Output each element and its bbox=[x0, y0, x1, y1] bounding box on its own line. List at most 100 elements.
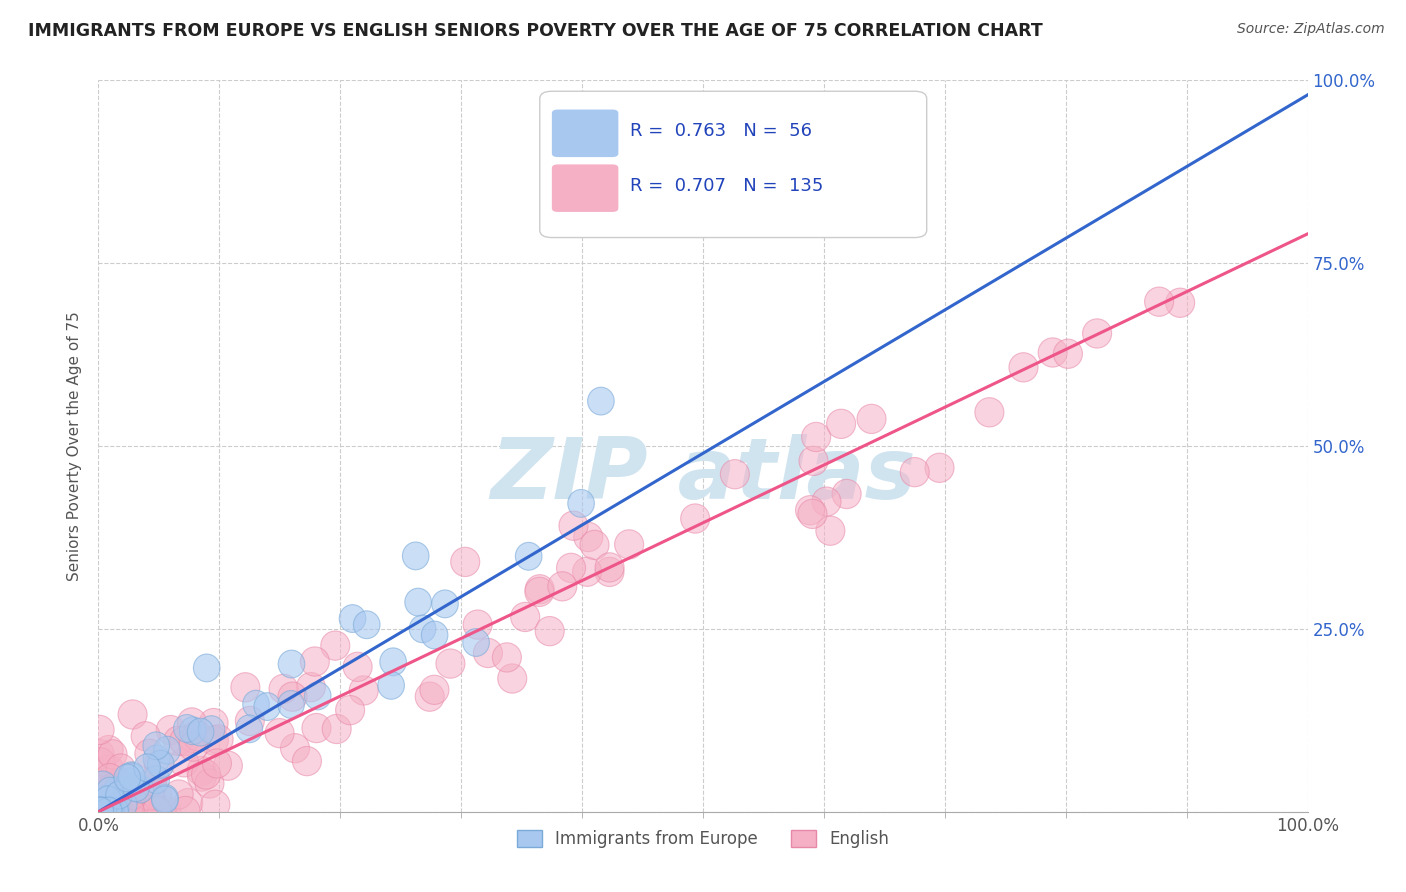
Ellipse shape bbox=[974, 398, 1004, 427]
Ellipse shape bbox=[463, 610, 492, 640]
Ellipse shape bbox=[127, 781, 155, 811]
Ellipse shape bbox=[827, 409, 856, 439]
Ellipse shape bbox=[94, 736, 124, 764]
Ellipse shape bbox=[339, 605, 366, 632]
Ellipse shape bbox=[436, 649, 465, 678]
Ellipse shape bbox=[269, 674, 298, 704]
Text: R =  0.763   N =  56: R = 0.763 N = 56 bbox=[630, 122, 813, 140]
Ellipse shape bbox=[174, 789, 202, 818]
Ellipse shape bbox=[1010, 352, 1038, 382]
Ellipse shape bbox=[127, 775, 153, 803]
Ellipse shape bbox=[801, 423, 831, 451]
Ellipse shape bbox=[301, 647, 329, 676]
Ellipse shape bbox=[86, 747, 115, 777]
Ellipse shape bbox=[87, 797, 114, 825]
Ellipse shape bbox=[595, 558, 624, 587]
Ellipse shape bbox=[204, 725, 233, 754]
FancyBboxPatch shape bbox=[540, 91, 927, 237]
Ellipse shape bbox=[86, 776, 114, 805]
Ellipse shape bbox=[86, 793, 114, 822]
Ellipse shape bbox=[115, 797, 145, 826]
Ellipse shape bbox=[1053, 339, 1083, 368]
Ellipse shape bbox=[179, 732, 208, 761]
Ellipse shape bbox=[100, 780, 128, 809]
Ellipse shape bbox=[114, 764, 141, 792]
Ellipse shape bbox=[177, 708, 207, 737]
Ellipse shape bbox=[163, 726, 193, 756]
Ellipse shape bbox=[574, 523, 603, 551]
Ellipse shape bbox=[93, 797, 122, 826]
Ellipse shape bbox=[93, 785, 120, 813]
Ellipse shape bbox=[98, 739, 127, 769]
Ellipse shape bbox=[98, 797, 125, 825]
Ellipse shape bbox=[422, 621, 449, 648]
Ellipse shape bbox=[187, 718, 214, 746]
Ellipse shape bbox=[118, 700, 148, 729]
Ellipse shape bbox=[134, 754, 160, 781]
Ellipse shape bbox=[548, 572, 576, 601]
Ellipse shape bbox=[614, 530, 644, 559]
Ellipse shape bbox=[278, 682, 307, 711]
Ellipse shape bbox=[254, 693, 281, 721]
Ellipse shape bbox=[572, 558, 602, 586]
Ellipse shape bbox=[86, 715, 114, 745]
Ellipse shape bbox=[720, 459, 749, 489]
Ellipse shape bbox=[266, 719, 294, 747]
Ellipse shape bbox=[191, 760, 221, 789]
Ellipse shape bbox=[560, 511, 588, 541]
Ellipse shape bbox=[402, 542, 429, 570]
Ellipse shape bbox=[202, 748, 232, 778]
Ellipse shape bbox=[832, 479, 860, 508]
Ellipse shape bbox=[409, 615, 436, 643]
Ellipse shape bbox=[415, 682, 444, 711]
Ellipse shape bbox=[349, 676, 378, 705]
Ellipse shape bbox=[796, 496, 824, 524]
Ellipse shape bbox=[536, 616, 564, 646]
Ellipse shape bbox=[353, 611, 380, 639]
Ellipse shape bbox=[474, 639, 502, 667]
Ellipse shape bbox=[165, 780, 193, 809]
Ellipse shape bbox=[900, 458, 929, 487]
Ellipse shape bbox=[118, 763, 145, 791]
Ellipse shape bbox=[94, 797, 124, 826]
Ellipse shape bbox=[153, 736, 180, 764]
Ellipse shape bbox=[131, 722, 160, 751]
Ellipse shape bbox=[118, 762, 145, 789]
Ellipse shape bbox=[143, 731, 170, 760]
Ellipse shape bbox=[87, 771, 117, 800]
Ellipse shape bbox=[858, 404, 886, 434]
Ellipse shape bbox=[115, 797, 145, 826]
Ellipse shape bbox=[105, 781, 132, 809]
Ellipse shape bbox=[815, 516, 845, 545]
Ellipse shape bbox=[148, 797, 176, 826]
Ellipse shape bbox=[97, 774, 127, 804]
Ellipse shape bbox=[100, 787, 128, 816]
Ellipse shape bbox=[281, 733, 309, 763]
Ellipse shape bbox=[198, 715, 225, 744]
Ellipse shape bbox=[86, 797, 114, 826]
Ellipse shape bbox=[103, 797, 132, 826]
Ellipse shape bbox=[117, 780, 146, 810]
Ellipse shape bbox=[201, 790, 229, 820]
Ellipse shape bbox=[278, 650, 305, 678]
Ellipse shape bbox=[336, 696, 364, 725]
Ellipse shape bbox=[588, 387, 614, 415]
Ellipse shape bbox=[148, 750, 174, 778]
Ellipse shape bbox=[170, 726, 198, 756]
Ellipse shape bbox=[297, 673, 325, 702]
Ellipse shape bbox=[463, 629, 489, 657]
Ellipse shape bbox=[103, 795, 129, 822]
Ellipse shape bbox=[180, 717, 207, 745]
Ellipse shape bbox=[179, 723, 208, 753]
Ellipse shape bbox=[122, 774, 149, 802]
Ellipse shape bbox=[86, 797, 114, 826]
Ellipse shape bbox=[86, 797, 112, 825]
Ellipse shape bbox=[516, 542, 541, 570]
Ellipse shape bbox=[152, 786, 179, 814]
Ellipse shape bbox=[302, 714, 330, 743]
Ellipse shape bbox=[235, 706, 264, 736]
Ellipse shape bbox=[243, 690, 270, 718]
Ellipse shape bbox=[236, 714, 263, 743]
Ellipse shape bbox=[86, 787, 114, 816]
Ellipse shape bbox=[86, 797, 114, 826]
